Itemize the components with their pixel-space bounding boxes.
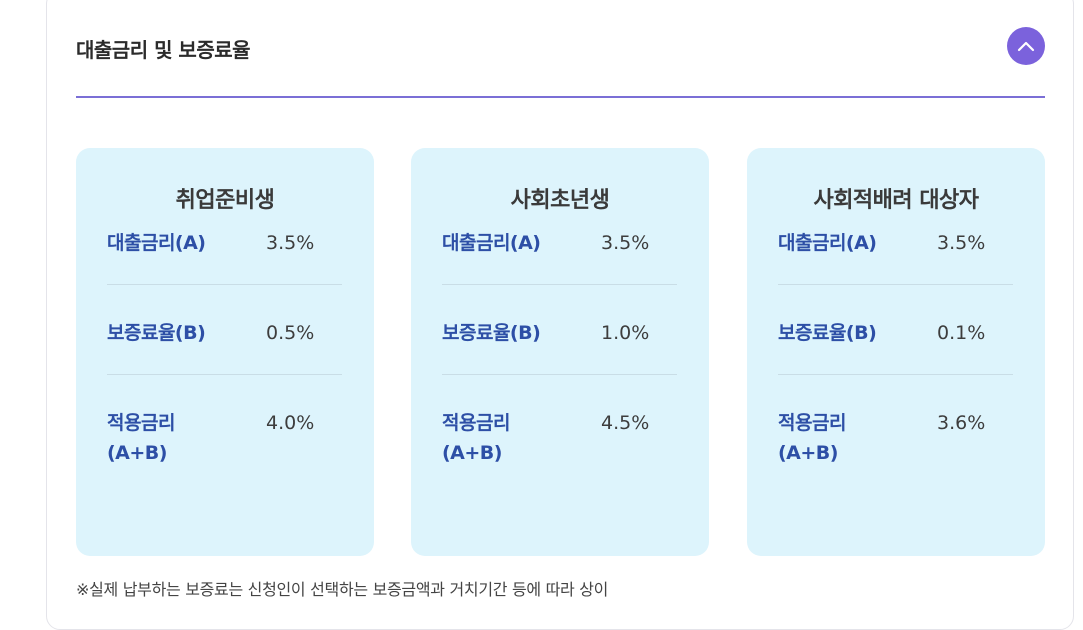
applied-rate-value: 4.0%: [266, 412, 315, 434]
card-title: 취업준비생: [175, 188, 275, 213]
loan-rate-value: 3.5%: [601, 232, 650, 254]
guarantee-fee-value: 1.0%: [601, 322, 650, 344]
chevron-up-icon: [1017, 41, 1035, 52]
card-title: 사회초년생: [510, 188, 610, 213]
section-header: 대출금리 및 보증료율: [76, 26, 1045, 98]
guarantee-fee-label: 보증료율(B): [442, 322, 541, 344]
footnote: ※실제 납부하는 보증료는 신청인이 선택하는 보증금액과 거치기간 등에 따라…: [76, 580, 609, 599]
applied-rate-label-line2: (A+B): [778, 442, 838, 464]
guarantee-fee-value: 0.1%: [937, 322, 986, 344]
applied-rate-label: 적용금리 (A+B): [778, 408, 918, 468]
applied-rate-label-line2: (A+B): [442, 442, 502, 464]
rate-card-new-worker: 사회초년생 대출금리(A) 3.5% 보증료율(B) 1.0% 적용금리 (A+…: [411, 148, 709, 556]
rate-card-job-seeker: 취업준비생 대출금리(A) 3.5% 보증료율(B) 0.5% 적용금리 (A+…: [76, 148, 374, 556]
loan-rate-label: 대출금리(A): [107, 232, 206, 254]
applied-rate-label: 적용금리 (A+B): [442, 408, 582, 468]
loan-rate-row: 대출금리(A) 3.5%: [442, 228, 677, 285]
guarantee-fee-row: 보증료율(B) 0.5%: [107, 318, 342, 375]
guarantee-fee-label: 보증료율(B): [778, 322, 877, 344]
loan-rate-label: 대출금리(A): [778, 232, 877, 254]
guarantee-fee-value: 0.5%: [266, 322, 315, 344]
loan-rate-row: 대출금리(A) 3.5%: [107, 228, 342, 285]
loan-rate-value: 3.5%: [266, 232, 315, 254]
applied-rate-label-line2: (A+B): [107, 442, 167, 464]
guarantee-fee-label: 보증료율(B): [107, 322, 206, 344]
applied-rate-row: 적용금리 (A+B) 4.5%: [442, 408, 677, 488]
applied-rate-value: 4.5%: [601, 412, 650, 434]
guarantee-fee-row: 보증료율(B) 0.1%: [778, 318, 1013, 375]
loan-rate-value: 3.5%: [937, 232, 986, 254]
rate-card-social-consideration: 사회적배려 대상자 대출금리(A) 3.5% 보증료율(B) 0.1% 적용금리…: [747, 148, 1045, 556]
loan-rate-label: 대출금리(A): [442, 232, 541, 254]
loan-rate-row: 대출금리(A) 3.5%: [778, 228, 1013, 285]
card-title: 사회적배려 대상자: [813, 188, 979, 213]
applied-rate-row: 적용금리 (A+B) 4.0%: [107, 408, 342, 488]
applied-rate-label-line1: 적용금리: [778, 412, 846, 434]
collapse-toggle-button[interactable]: [1007, 27, 1045, 65]
applied-rate-label-line1: 적용금리: [442, 412, 510, 434]
guarantee-fee-row: 보증료율(B) 1.0%: [442, 318, 677, 375]
applied-rate-row: 적용금리 (A+B) 3.6%: [778, 408, 1013, 488]
applied-rate-value: 3.6%: [937, 412, 986, 434]
section-title: 대출금리 및 보증료율: [76, 38, 251, 62]
applied-rate-label-line1: 적용금리: [107, 412, 175, 434]
applied-rate-label: 적용금리 (A+B): [107, 408, 247, 468]
